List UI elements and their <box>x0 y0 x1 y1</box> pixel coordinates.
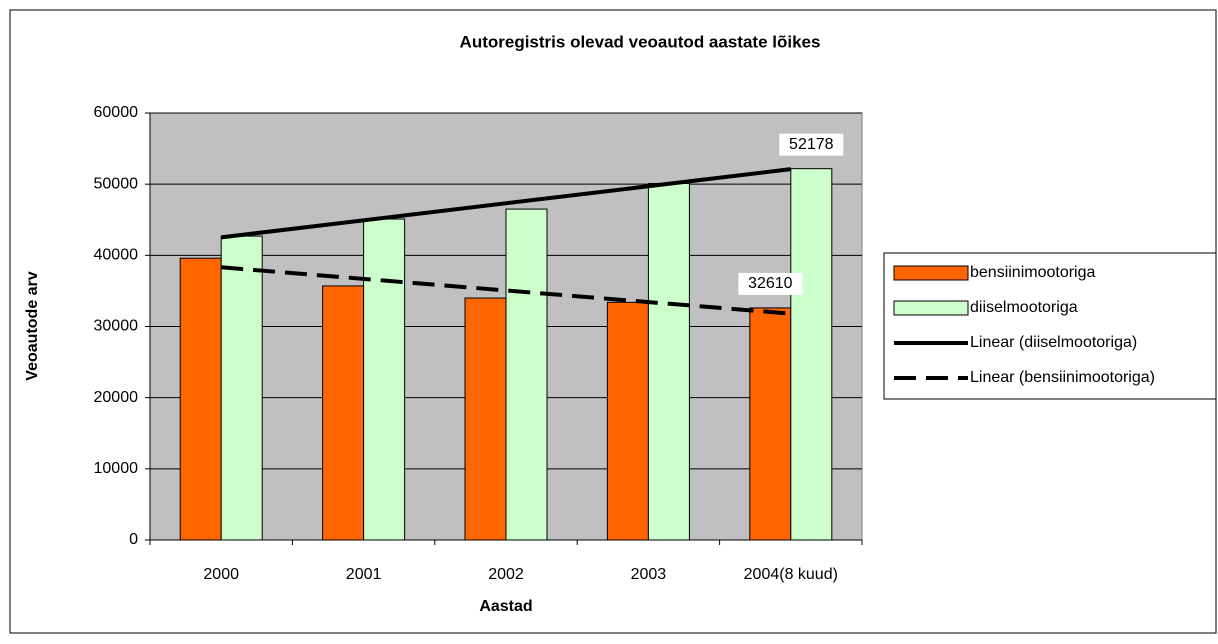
y-tick-label: 10000 <box>94 460 139 477</box>
bar <box>322 285 365 541</box>
bar <box>464 297 507 541</box>
x-tick-label: 2001 <box>346 566 382 583</box>
y-tick-label: 0 <box>129 531 138 548</box>
y-tick-label: 30000 <box>94 318 139 335</box>
data-label: 32610 <box>748 275 793 292</box>
legend-label: Linear (diiselmootoriga) <box>970 334 1137 351</box>
legend-label: diiselmootoriga <box>970 299 1078 316</box>
chart-title: Autoregistris olevad veoautod aastate lõ… <box>460 32 821 51</box>
bar <box>179 257 222 541</box>
bar <box>647 182 690 541</box>
legend-swatch <box>893 265 969 281</box>
trendline <box>220 167 792 240</box>
bar <box>606 301 649 541</box>
x-tick-label: 2003 <box>631 566 667 583</box>
x-axis-title: Aastad <box>479 598 532 615</box>
legend-label: Linear (bensiinimootoriga) <box>970 369 1155 386</box>
bar <box>749 307 792 541</box>
bar <box>790 168 833 541</box>
y-tick-label: 60000 <box>94 104 139 121</box>
legend-swatch <box>893 300 969 316</box>
y-tick-label: 40000 <box>94 247 139 264</box>
bar <box>505 208 548 541</box>
x-tick-label: 2002 <box>488 566 524 583</box>
data-label: 52178 <box>789 136 834 153</box>
x-tick-label: 2000 <box>203 566 239 583</box>
legend-label: bensiinimootoriga <box>970 264 1096 281</box>
y-tick-label: 20000 <box>94 389 139 406</box>
y-axis-title: Veoautode arv <box>24 271 41 380</box>
bar <box>363 218 406 541</box>
y-tick-label: 50000 <box>94 175 139 192</box>
data-label-bg <box>738 272 803 295</box>
bar <box>220 235 263 541</box>
data-label-bg <box>779 133 844 156</box>
x-tick-label: 2004(8 kuud) <box>744 566 838 583</box>
legend <box>883 252 1217 400</box>
